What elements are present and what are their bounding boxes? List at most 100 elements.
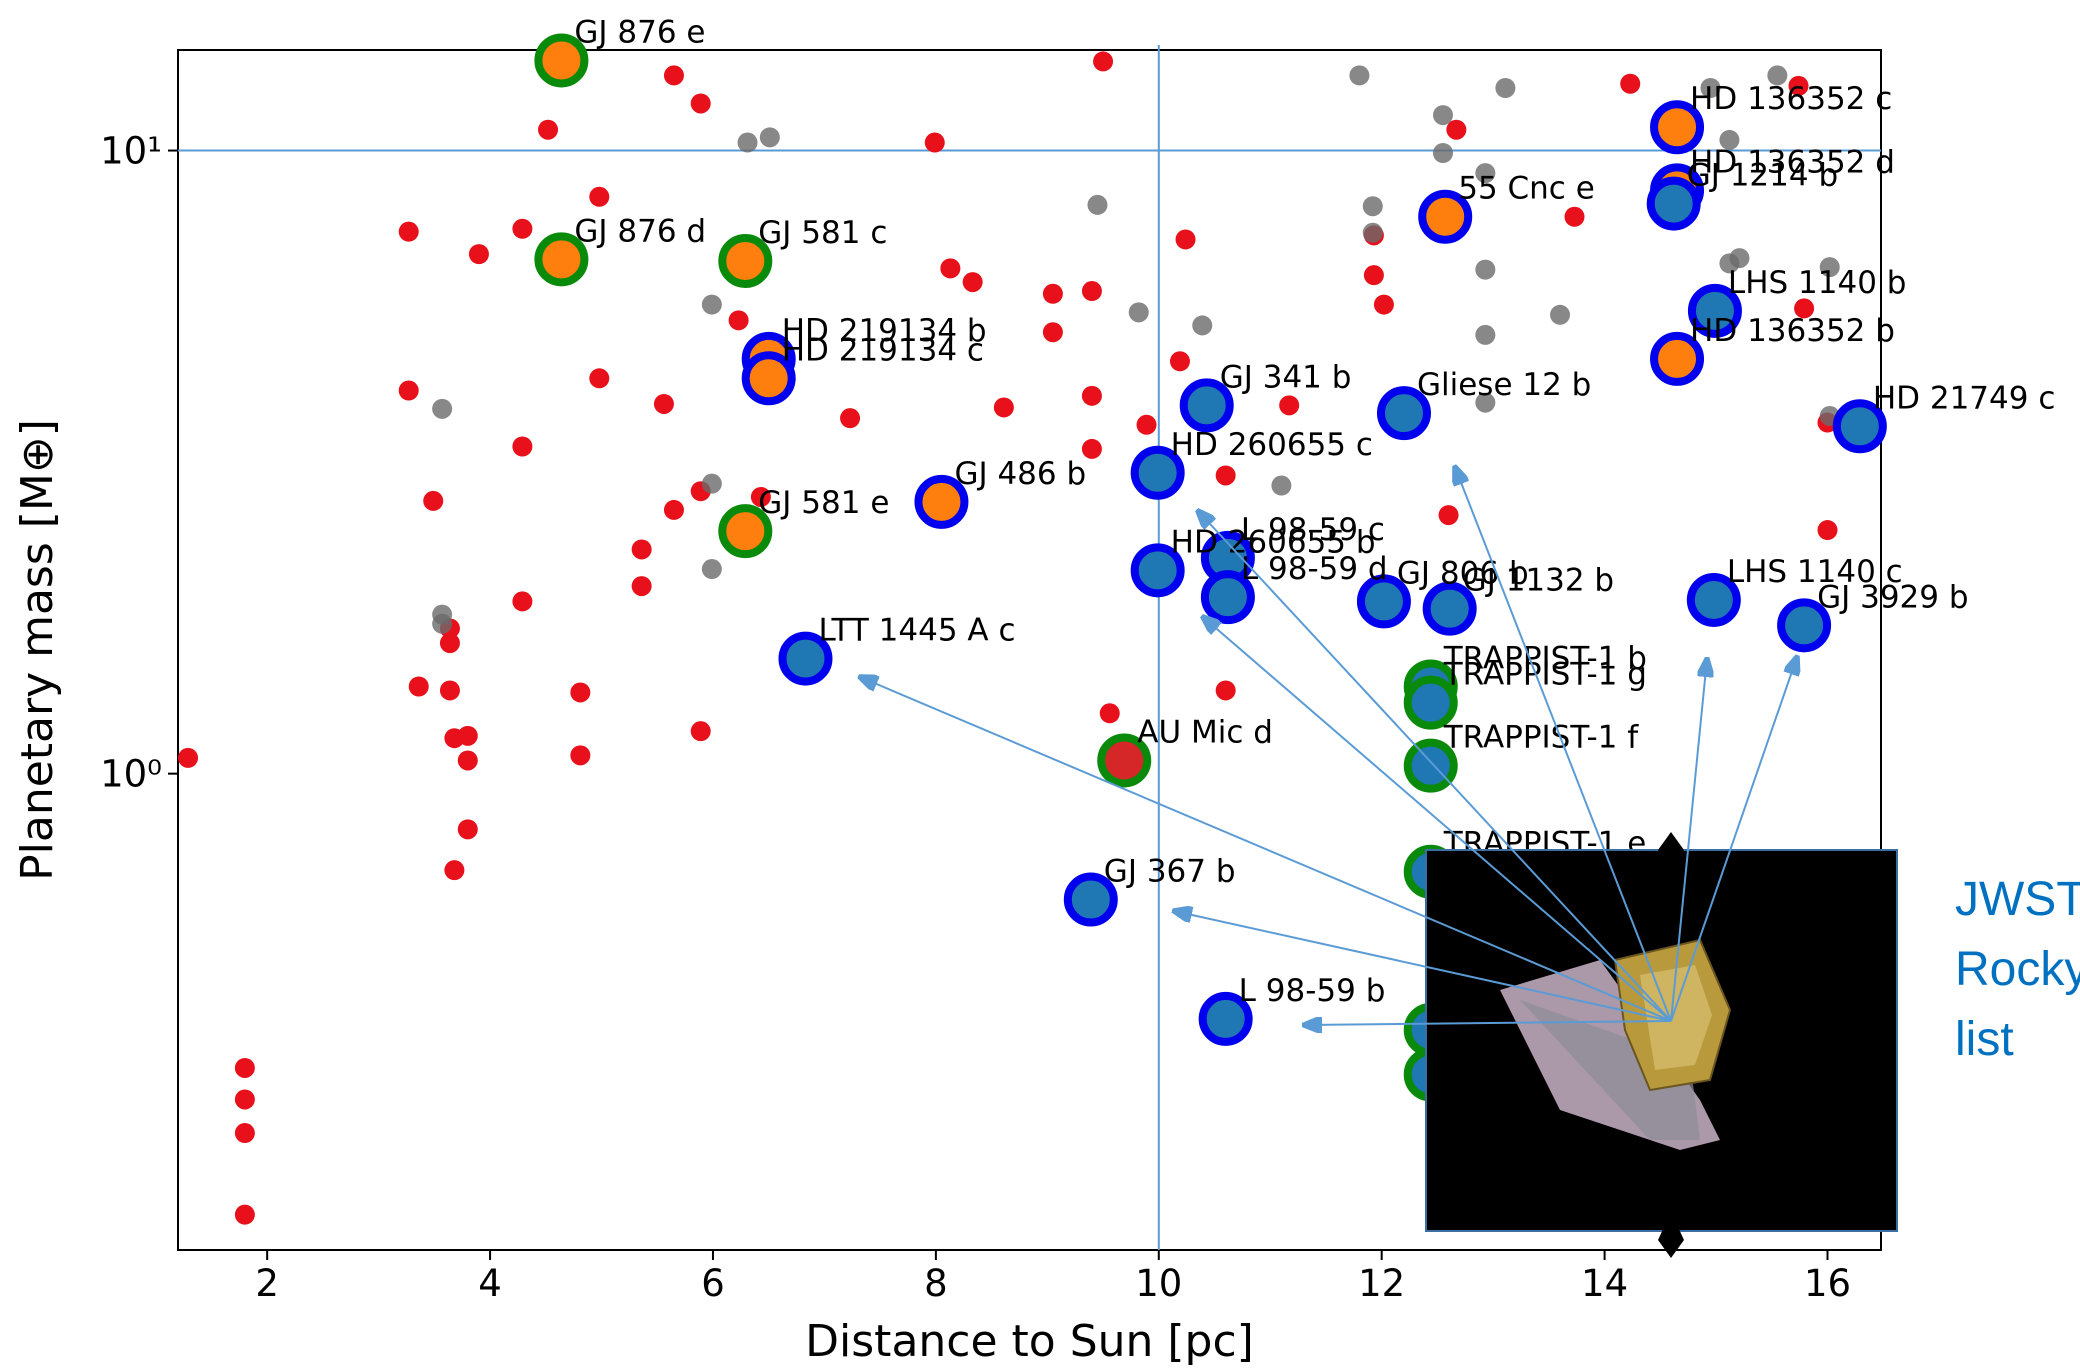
planet-point — [1475, 260, 1495, 280]
planet-point — [1363, 223, 1383, 243]
planet-point — [235, 1089, 255, 1109]
planet-point — [1082, 386, 1102, 406]
y-tick-label: 10¹ — [100, 130, 162, 173]
x-tick-label: 2 — [255, 1262, 279, 1305]
planet-point — [691, 93, 711, 113]
planet-point — [1137, 415, 1157, 435]
planet-point — [1043, 284, 1063, 304]
planet-point — [664, 65, 684, 85]
planet-point — [1550, 305, 1570, 325]
point-label: GJ 876 e — [574, 14, 705, 50]
planet-point — [432, 614, 452, 634]
planet-point — [235, 1205, 255, 1225]
chart: 24681012141610⁰10¹Distance to Sun [pc]Pl… — [0, 0, 2080, 1370]
planet-point — [702, 474, 722, 494]
planet-point — [178, 748, 198, 768]
planet-point — [963, 272, 983, 292]
planet-point — [1093, 51, 1113, 71]
planet-point — [1043, 322, 1063, 342]
x-axis-label: Distance to Sun [pc] — [805, 1316, 1254, 1367]
point-label: GJ 1214 b — [1687, 158, 1838, 194]
planet-point — [1364, 265, 1384, 285]
planet-point — [738, 133, 758, 153]
point-label: HD 136352 c — [1690, 81, 1892, 117]
planet-point — [1192, 315, 1212, 335]
planet-point — [512, 436, 532, 456]
x-tick-label: 6 — [701, 1262, 725, 1305]
point-label: GJ 367 b — [1104, 854, 1236, 890]
annotation: list — [1955, 1013, 2014, 1066]
planet-point — [925, 133, 945, 153]
point-label: GJ 581 c — [758, 215, 887, 251]
planet-point — [1475, 325, 1495, 345]
planet-point — [538, 120, 558, 140]
point-label: GJ 581 e — [758, 485, 889, 521]
planet-point — [469, 244, 489, 264]
planet-point — [1433, 105, 1453, 125]
planet-point — [1433, 143, 1453, 163]
annotation: JWST — [1955, 873, 2080, 926]
x-tick-label: 4 — [478, 1262, 502, 1305]
planet-point — [729, 310, 749, 330]
planet-point — [235, 1058, 255, 1078]
planet-point — [1216, 680, 1236, 700]
point-label: HD 21749 c — [1873, 380, 2056, 416]
point-label: HD 219134 c — [782, 332, 984, 368]
point-label: Gliese 12 b — [1417, 367, 1591, 403]
planet-point — [632, 576, 652, 596]
planet-point — [589, 368, 609, 388]
planet-point — [1087, 195, 1107, 215]
planet-point — [1565, 207, 1585, 227]
point-label: LHS 1140 b — [1728, 265, 1907, 301]
planet-point — [632, 539, 652, 559]
planet-point — [940, 258, 960, 278]
planet-point — [432, 399, 452, 419]
planet-point — [1349, 65, 1369, 85]
point-label: GJ 876 d — [574, 213, 706, 249]
x-tick-label: 16 — [1804, 1262, 1851, 1305]
point-label: L 98-59 c — [1241, 512, 1385, 548]
planet-point — [458, 819, 478, 839]
point-label: L 98-59 b — [1239, 973, 1386, 1009]
planet-point — [994, 397, 1014, 417]
planet-point — [1129, 302, 1149, 322]
planet-point — [1818, 520, 1838, 540]
planet-point — [440, 633, 460, 653]
planet-point — [1100, 703, 1120, 723]
planet-point — [1176, 229, 1196, 249]
x-tick-label: 10 — [1135, 1262, 1182, 1305]
planet-point — [440, 680, 460, 700]
planet-point — [1374, 295, 1394, 315]
planet-point — [1363, 196, 1383, 216]
y-axis-label: Planetary mass [M⊕] — [12, 419, 63, 881]
planet-point — [1279, 395, 1299, 415]
planet-point — [664, 500, 684, 520]
point-label: GJ 3929 b — [1817, 579, 1968, 615]
planet-point — [654, 394, 674, 414]
planet-point — [702, 295, 722, 315]
point-label: HD 260655 c — [1171, 427, 1373, 463]
planet-point — [691, 721, 711, 741]
planet-point — [409, 676, 429, 696]
planet-point — [1170, 351, 1190, 371]
planet-point — [1082, 281, 1102, 301]
planet-point — [760, 127, 780, 147]
point-label: GJ 341 b — [1220, 359, 1352, 395]
planet-point — [702, 559, 722, 579]
planet-point — [589, 187, 609, 207]
point-label: AU Mic d — [1137, 714, 1273, 750]
planet-point — [444, 860, 464, 880]
point-label: TRAPPIST-1 g — [1443, 657, 1647, 693]
point-label: TRAPPIST-1 f — [1443, 720, 1639, 756]
jwst-image — [1426, 832, 1897, 1258]
planet-point — [458, 750, 478, 770]
planet-point — [1439, 505, 1459, 525]
planet-point — [512, 219, 532, 239]
x-tick-label: 14 — [1581, 1262, 1628, 1305]
point-label: HD 136352 b — [1690, 313, 1895, 349]
planet-point — [1216, 465, 1236, 485]
annotation: Rocky — [1955, 943, 2080, 996]
y-tick-label: 10⁰ — [100, 753, 162, 796]
planet-point — [399, 222, 419, 242]
planet-point — [399, 381, 419, 401]
